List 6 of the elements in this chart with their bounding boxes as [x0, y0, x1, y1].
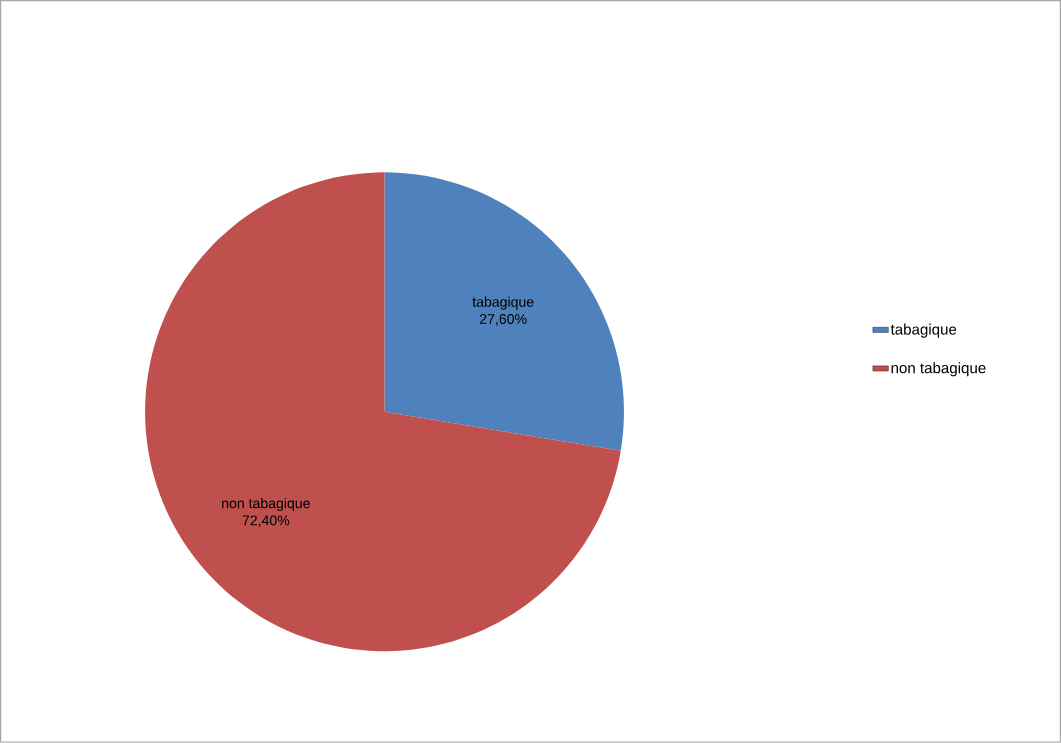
data-label: 72,40%	[242, 515, 290, 528]
legend-label: non tabagique	[891, 362, 986, 377]
data-label: 27,60%	[479, 314, 527, 326]
legend-label: tabagique	[890, 323, 957, 338]
slice-label: tabagique	[472, 296, 534, 310]
slice-label: non tabagique	[222, 498, 310, 512]
